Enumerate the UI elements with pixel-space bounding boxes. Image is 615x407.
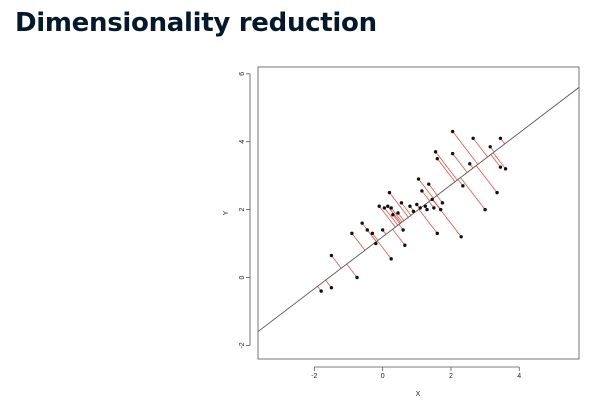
x-tick-label: -2 [311,373,317,380]
data-point [380,228,385,232]
data-point [430,197,434,202]
projection-layines-layer [317,131,506,292]
projection-line [418,209,438,234]
data-point [374,241,378,246]
data-point [433,150,438,154]
projection-line [401,202,412,216]
data-point [418,206,422,210]
projection-line [421,190,430,202]
data-point [450,151,455,156]
data-point [360,221,364,225]
x-axis-label: X [416,391,421,398]
projection-line [436,158,456,182]
data-point [459,235,463,239]
projection-line [475,165,498,193]
projection-line [346,263,358,278]
data-point [399,201,404,205]
data-point [435,231,439,236]
data-point [435,156,439,161]
data-point [365,228,369,232]
projection-line [377,240,392,260]
projection-line [492,152,506,170]
points-layer [319,129,508,293]
data-point [483,207,487,212]
data-point [329,285,334,290]
data-point [450,129,455,134]
data-point [355,275,359,280]
data-point [495,190,499,195]
y-axis-label: Y [223,210,230,215]
data-point [461,184,465,188]
fit-line [257,87,580,332]
data-point [389,257,393,261]
data-point [440,201,445,205]
data-point [319,289,323,293]
y-tick-label: 4 [239,140,246,144]
data-point [396,211,400,215]
data-point [420,189,424,193]
data-point [403,243,407,247]
projection-line [418,178,434,199]
axes-layer: -2 0 2 4 -2 0 2 4 6 [239,72,521,380]
projection-line [384,207,399,226]
projection-line [331,255,342,269]
data-point [503,167,508,171]
y-tick-label: 0 [239,275,246,279]
projection-line [452,153,468,173]
projection-line [490,154,501,168]
projection-line [452,131,479,165]
data-point [377,204,381,208]
x-tick-label: 2 [449,373,453,380]
data-point [498,136,503,141]
x-tick-label: 0 [381,373,385,380]
data-point [415,202,419,207]
projection-line [392,214,401,224]
fit-line-layer [257,87,580,332]
data-point [416,177,421,181]
data-point [329,253,334,258]
chart-body: -2 0 2 4 -2 0 2 4 6 X Y [223,66,580,398]
y-tick-label: -2 [239,342,246,348]
data-point [423,204,428,208]
projection-line [392,229,406,246]
data-point [468,162,472,166]
data-point [386,204,390,208]
data-point [471,136,475,141]
data-point [427,182,431,186]
projection-line [431,198,462,238]
plot-frame [257,66,580,360]
data-point [350,231,354,236]
data-point [432,206,436,210]
data-point [391,212,395,217]
data-point [387,190,392,195]
projection-line [366,229,377,242]
projection-line [378,205,396,228]
data-point [438,207,443,212]
projection-line [435,151,458,181]
data-point [408,204,412,208]
slide-title: Dimensionality reduction [15,8,377,38]
projection-line [390,207,403,223]
projection-line [389,192,409,218]
data-point [411,209,416,214]
projection-line [460,177,486,210]
data-point [488,145,492,149]
x-tick-label: 4 [517,373,521,380]
projection-line [472,138,488,158]
projection-line [351,233,366,251]
y-tick-label: 6 [239,72,246,76]
data-point [382,206,387,210]
data-point [389,206,393,210]
data-point [401,228,405,232]
projection-line [428,183,438,196]
data-point [425,207,429,212]
y-tick-label: 2 [239,208,246,212]
data-point [498,165,503,169]
data-point [370,231,375,236]
